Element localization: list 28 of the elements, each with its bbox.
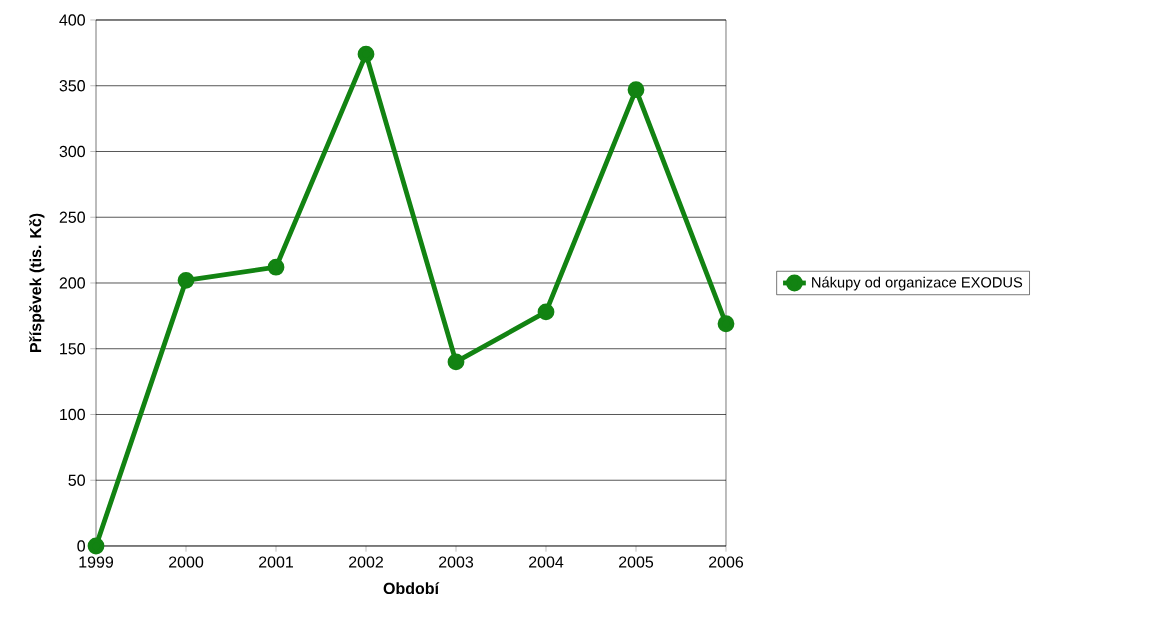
y-tick-label: 100: [60, 408, 85, 421]
point: [177, 271, 195, 289]
legend-label: Nákupy od organizace EXODUS: [812, 276, 1023, 291]
y-tick-label: 250: [59, 211, 85, 223]
y-tick-label: 50: [68, 474, 85, 486]
x-tick-label: 2000: [169, 556, 204, 568]
x-tick-label: 2004: [529, 556, 564, 568]
point: [537, 303, 555, 321]
point: [627, 81, 645, 99]
y-tick-label: 150: [60, 343, 85, 355]
point: [357, 45, 375, 63]
y-tick-label: 0: [77, 540, 85, 552]
point: [87, 537, 105, 555]
point: [267, 258, 285, 276]
x-tick-label: 2001: [259, 556, 294, 568]
y-tick-label: 300: [59, 145, 85, 158]
y-tick-label: 200: [59, 277, 85, 289]
x-tick-label: 2005: [619, 556, 654, 568]
x-tick-label: 2002: [349, 556, 383, 568]
y-axis-title: Příspěvek (tis. Kč): [29, 213, 45, 353]
point: [447, 353, 465, 371]
y-tick-label: 350: [59, 80, 85, 92]
point: [717, 315, 735, 333]
y-tick-label: 400: [59, 14, 85, 26]
x-axis-title: Období: [383, 582, 440, 595]
x-tick-label: 2003: [439, 556, 474, 568]
x-tick-label: 2006: [709, 556, 744, 568]
x-tick-label: 1999: [79, 556, 114, 568]
